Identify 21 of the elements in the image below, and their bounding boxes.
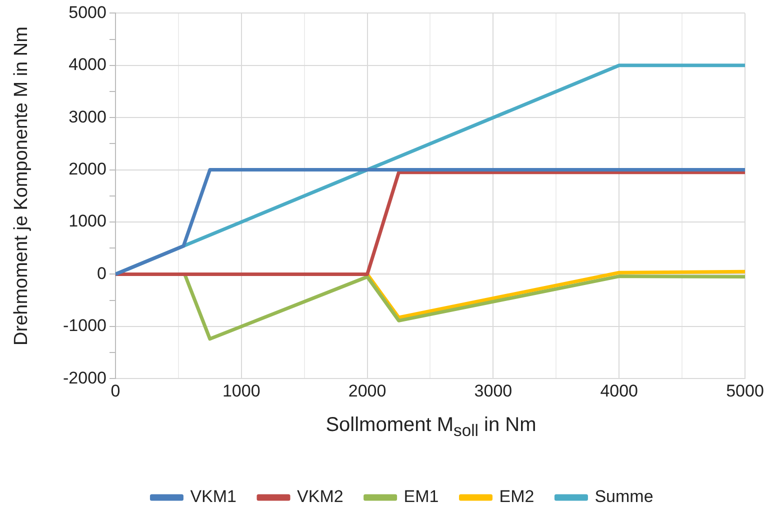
- y-tick-label: 2000: [68, 159, 106, 178]
- x-axis-title: Sollmoment M$_{soll}$ in Nm: [324, 414, 538, 441]
- y-tick-label: 5000: [68, 2, 106, 22]
- y-tick-label: -1000: [62, 316, 106, 336]
- y-tick-label: -2000: [62, 368, 106, 388]
- x-tick-label: 2000: [348, 381, 386, 400]
- legend-label: EM1: [404, 487, 439, 506]
- x-tick-label: 0: [110, 381, 120, 400]
- x-tick-label: 4000: [600, 381, 638, 400]
- y-tick-label: 0: [97, 264, 106, 283]
- y-tick-label: 3000: [68, 107, 106, 126]
- x-tick-label: 3000: [474, 381, 512, 400]
- y-tick-label: 4000: [68, 55, 106, 74]
- legend-label: Summe: [594, 487, 654, 506]
- legend-label: VKM2: [297, 487, 344, 506]
- y-tick-label: 1000: [68, 212, 106, 231]
- legend-label: EM2: [499, 487, 534, 506]
- y-axis-title: Drehmoment je Komponente M in Nm: [11, 26, 33, 348]
- legend-label: VKM1: [190, 487, 237, 506]
- x-tick-label: 1000: [222, 381, 260, 400]
- x-tick-label: 5000: [726, 381, 764, 400]
